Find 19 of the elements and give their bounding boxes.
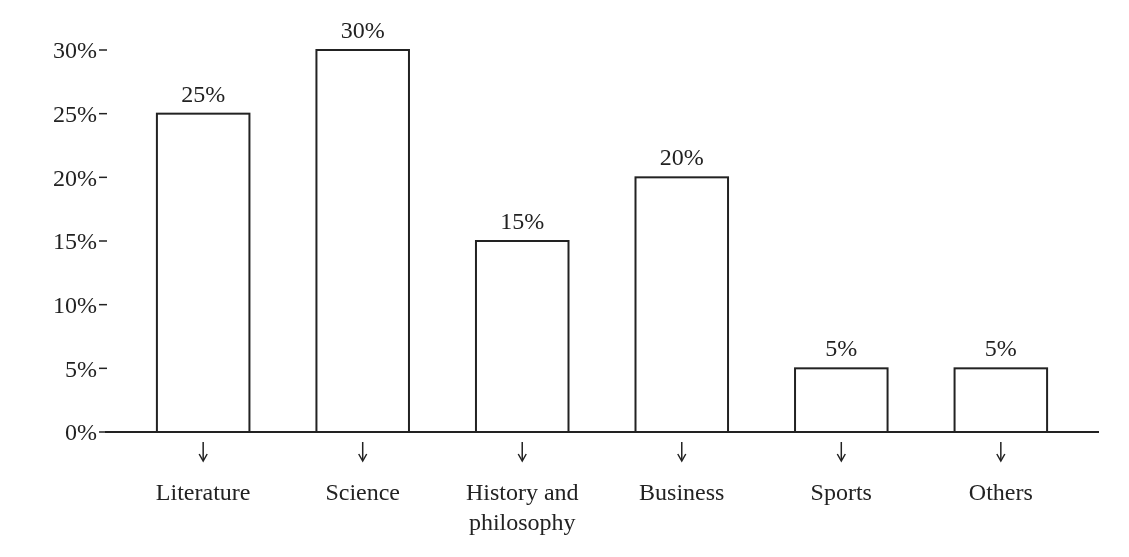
y-tick-label: 30% bbox=[53, 37, 97, 64]
x-tick-label: History and philosophy bbox=[465, 479, 579, 535]
x-tick-label: Science bbox=[325, 479, 401, 505]
data-label: 5% bbox=[825, 335, 858, 362]
y-tick-label: 25% bbox=[53, 101, 97, 128]
y-tick-label: 10% bbox=[53, 292, 97, 319]
x-tick-label: Business bbox=[639, 479, 725, 505]
y-tick-label: 20% bbox=[53, 164, 97, 191]
y-tick-label: 15% bbox=[53, 228, 97, 255]
y-tick-label: 5% bbox=[65, 355, 97, 382]
data-label: 15% bbox=[500, 208, 545, 234]
x-tick-label: Sports bbox=[810, 479, 872, 505]
data-label: 25% bbox=[181, 80, 226, 107]
x-tick-label: Others bbox=[968, 479, 1033, 505]
y-tick-label: 0% bbox=[65, 419, 97, 446]
data-label: 5% bbox=[984, 335, 1017, 362]
data-label: 20% bbox=[659, 144, 704, 171]
data-label: 30% bbox=[340, 17, 385, 43]
x-tick-label: Literature bbox=[155, 479, 251, 505]
